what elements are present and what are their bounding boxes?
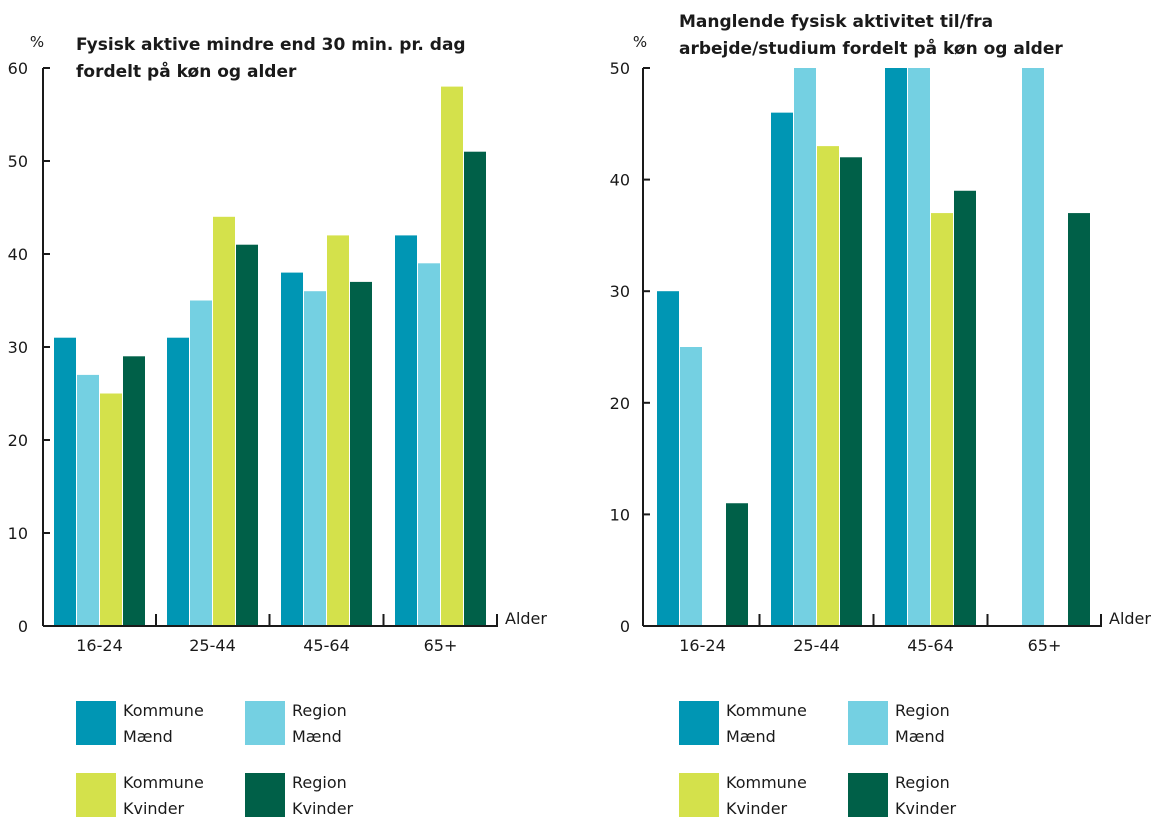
legend-label: Mænd	[292, 727, 342, 746]
y-tick-label: 20	[8, 431, 28, 450]
x-axis-line	[643, 614, 1102, 627]
bar-kommune-maend-25-44	[167, 337, 189, 626]
legend: Kommune Mænd Region Mænd Kommune Kvinder Regio…	[76, 701, 354, 818]
bar-region-maend-45-64	[908, 68, 930, 626]
bar-kommune-kvinder-45-64	[327, 235, 349, 626]
bar-region-maend-65+	[1022, 68, 1044, 626]
bar-region-kvinder-65+	[1068, 213, 1090, 626]
x-tick-label: 65+	[424, 636, 458, 655]
x-tick-label: 16-24	[76, 636, 123, 655]
y-tick-label: 60	[8, 59, 28, 78]
x-tick-label: 16-24	[679, 636, 726, 655]
legend-swatch	[245, 701, 285, 745]
bar-region-kvinder-16-24	[123, 356, 145, 626]
chart-2: Manglende fysisk aktivitet til/fra arbejd…	[610, 12, 1152, 818]
legend-label: Kommune	[123, 773, 204, 792]
bar-region-maend-65+	[418, 263, 440, 626]
chart-title-line: Fysisk aktive mindre end 30 min. pr. dag	[76, 35, 466, 55]
bar-region-kvinder-25-44	[840, 157, 862, 626]
bar-kommune-maend-65+	[395, 235, 417, 626]
y-axis-unit: %	[633, 33, 647, 51]
chart-title-line: Manglende fysisk aktivitet til/fra	[679, 12, 993, 32]
y-tick-label: 50	[8, 152, 28, 171]
bar-region-kvinder-16-24	[726, 503, 748, 626]
bar-kommune-kvinder-25-44	[817, 146, 839, 626]
x-tick-label: 45-64	[303, 636, 350, 655]
bar-kommune-kvinder-16-24	[100, 393, 122, 626]
x-axis-line	[43, 614, 498, 627]
bar-region-maend-45-64	[304, 291, 326, 626]
y-tick-label: 10	[8, 524, 28, 543]
legend-swatch	[76, 701, 116, 745]
legend-label: Kommune	[726, 773, 807, 792]
bar-kommune-kvinder-25-44	[213, 216, 235, 627]
y-tick-label: 50	[610, 59, 630, 78]
legend-label: Kommune	[726, 701, 807, 720]
bar-kommune-kvinder-65+	[441, 86, 463, 627]
chart-1: Fysisk aktive mindre end 30 min. pr. dag…	[8, 33, 548, 818]
x-axis-label: Alder	[505, 609, 547, 628]
legend-label: Kvinder	[123, 799, 185, 818]
y-tick-label: 0	[18, 617, 28, 636]
legend-swatch	[76, 773, 116, 817]
bar-kommune-maend-25-44	[771, 112, 793, 626]
legend-label: Mænd	[123, 727, 173, 746]
bar-kommune-maend-45-64	[281, 272, 303, 626]
bar-region-maend-25-44	[794, 68, 816, 626]
y-tick-label: 0	[620, 617, 630, 636]
y-tick-label: 30	[610, 282, 630, 301]
bar-kommune-maend-16-24	[54, 337, 76, 626]
legend-label: Kvinder	[726, 799, 788, 818]
y-tick-label: 30	[8, 338, 28, 357]
legend-label: Mænd	[895, 727, 945, 746]
bar-region-maend-16-24	[77, 374, 99, 626]
legend-label: Kvinder	[292, 799, 354, 818]
bar-region-kvinder-45-64	[350, 281, 372, 626]
bar-region-kvinder-25-44	[236, 244, 258, 626]
x-tick-label: 65+	[1028, 636, 1062, 655]
legend-swatch	[848, 701, 888, 745]
x-tick-label: 25-44	[189, 636, 236, 655]
legend-swatch	[848, 773, 888, 817]
bar-region-kvinder-65+	[464, 151, 486, 626]
legend-swatch	[679, 773, 719, 817]
legend-label: Region	[895, 773, 950, 792]
bar-region-maend-25-44	[190, 300, 212, 626]
bar-kommune-maend-16-24	[657, 291, 679, 626]
legend-label: Region	[292, 701, 347, 720]
y-tick-label: 40	[610, 171, 630, 190]
legend-label: Mænd	[726, 727, 776, 746]
chart-title-line: arbejde/studium fordelt på køn og alder	[679, 37, 1063, 59]
legend-label: Kommune	[123, 701, 204, 720]
y-tick-label: 40	[8, 245, 28, 264]
bar-kommune-kvinder-45-64	[931, 213, 953, 626]
legend-label: Region	[292, 773, 347, 792]
legend-swatch	[679, 701, 719, 745]
legend-label: Region	[895, 701, 950, 720]
y-tick-label: 10	[610, 505, 630, 524]
bar-region-maend-16-24	[680, 347, 702, 626]
x-tick-label: 45-64	[907, 636, 954, 655]
legend-swatch	[245, 773, 285, 817]
bar-region-kvinder-45-64	[954, 190, 976, 626]
x-axis-label: Alder	[1109, 609, 1151, 628]
chart-title-line: fordelt på køn og alder	[76, 60, 297, 82]
x-tick-label: 25-44	[793, 636, 840, 655]
y-tick-label: 20	[610, 394, 630, 413]
legend-label: Kvinder	[895, 799, 957, 818]
legend: Kommune Mænd Region Mænd Kommune Kvinder Regio…	[679, 701, 957, 818]
y-axis-unit: %	[30, 33, 44, 51]
bar-kommune-maend-45-64	[885, 68, 907, 626]
